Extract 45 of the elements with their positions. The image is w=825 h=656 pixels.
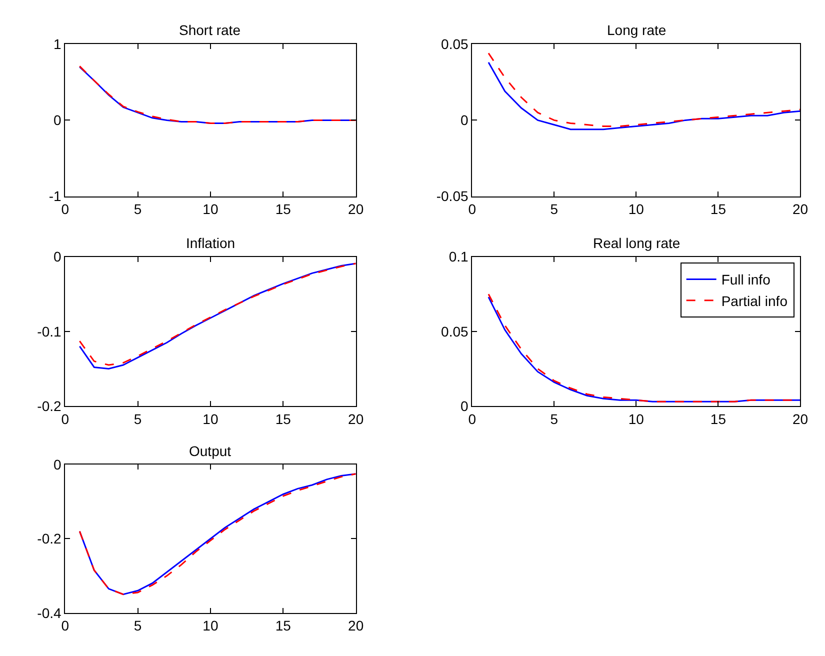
legend-label: Partial info [721,292,788,309]
x-tick-label: 20 [348,410,364,427]
x-tick-label: 20 [348,618,364,634]
chart-title: Output [189,443,232,459]
x-tick-label: 10 [202,410,218,427]
y-tick-label: 0.1 [448,248,468,265]
x-tick-label: 20 [792,201,808,218]
x-tick-label: 15 [275,201,292,218]
y-tick-label: -0.05 [436,188,468,204]
y-tick-label: 0 [54,456,62,472]
x-tick-label: 5 [134,618,142,634]
x-tick-label: 5 [134,201,142,218]
x-tick-label: 10 [628,201,644,218]
y-tick-label: 0 [460,112,468,128]
y-tick-label: -0.2 [37,530,62,547]
x-tick-label: 15 [710,410,726,427]
y-tick-label: -0.4 [37,604,62,621]
x-tick-label: 10 [202,618,218,634]
y-tick-label: -1 [48,188,62,204]
x-tick-label: 20 [792,410,808,427]
x-tick-label: 5 [550,201,558,218]
chart-title: Short rate [179,22,241,38]
chart-title: Long rate [607,22,666,38]
y-tick-label: 0.05 [441,323,469,340]
x-tick-label: 15 [275,618,292,634]
x-tick-label: 5 [134,410,142,427]
x-tick-label: 15 [710,201,726,218]
line-series [488,52,800,128]
x-tick-label: 20 [348,201,364,218]
line-series [488,62,800,130]
y-tick-label: 0.05 [441,36,469,52]
x-tick-label: 5 [550,410,558,427]
line-series [78,473,356,596]
chart-title: Real long rate [593,235,680,251]
y-tick-label: 1 [54,36,62,52]
x-tick-label: 10 [628,410,644,427]
y-tick-label: -0.2 [37,398,62,414]
y-tick-label: 0 [460,398,468,414]
y-tick-label: 0 [54,248,62,265]
y-tick-label: 0 [54,112,62,128]
y-tick-label: -0.1 [37,323,62,340]
chart-title: Inflation [186,235,236,251]
x-tick-label: 15 [275,410,292,427]
x-tick-label: 10 [202,201,218,218]
legend-label: Full info [721,272,771,288]
